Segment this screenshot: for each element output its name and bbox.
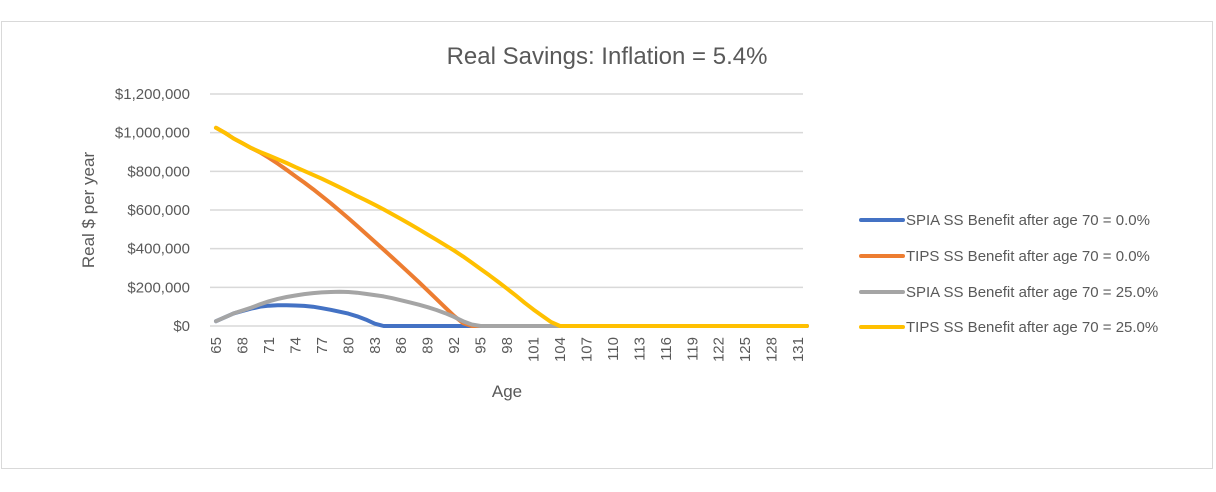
y-axis-ticks: $0 $200,000 $400,000 $600,000 $800,000 $1,000… — [115, 86, 190, 335]
legend-item: SPIA SS Benefit after age 70 = 25.0% — [859, 284, 1158, 301]
y-tick-label: $400,000 — [127, 241, 190, 258]
x-tick-label: 98 — [499, 337, 516, 354]
series-line-4 — [214, 125, 809, 328]
y-tick-label: $800,000 — [127, 163, 190, 180]
y-axis-label: Real $ per year — [79, 152, 98, 269]
y-tick-label: $1,200,000 — [115, 86, 190, 103]
x-tick-label: 101 — [526, 337, 543, 362]
x-axis-label: Age — [492, 382, 522, 401]
series-line-2 — [214, 125, 809, 328]
x-tick-label: 95 — [473, 337, 490, 354]
y-tick-label: $1,000,000 — [115, 125, 190, 142]
legend-label: SPIA SS Benefit after age 70 = 0.0% — [906, 212, 1150, 229]
x-tick-label: 77 — [314, 337, 331, 354]
y-tick-label: $600,000 — [127, 202, 190, 219]
chart-title: Real Savings: Inflation = 5.4% — [447, 43, 768, 70]
legend-label: TIPS SS Benefit after age 70 = 25.0% — [906, 319, 1158, 336]
x-tick-label: 71 — [261, 337, 278, 354]
x-axis-ticks: 65 68 71 74 77 80 83 86 89 92 95 98 101 104 107 110 113 1… — [208, 337, 807, 362]
legend-item: TIPS SS Benefit after age 70 = 0.0% — [859, 248, 1150, 265]
y-tick-label: $200,000 — [127, 279, 190, 296]
x-tick-label: 83 — [367, 337, 384, 354]
x-tick-label: 107 — [578, 337, 595, 362]
series-line-3 — [214, 289, 809, 328]
series-line-1 — [214, 303, 809, 328]
x-tick-label: 116 — [658, 337, 675, 361]
legend-item: SPIA SS Benefit after age 70 = 0.0% — [859, 212, 1150, 229]
x-tick-label: 104 — [552, 337, 569, 362]
y-tick-label: $0 — [173, 318, 190, 335]
x-tick-label: 74 — [287, 337, 304, 354]
x-tick-label: 119 — [684, 337, 701, 361]
x-tick-label: 80 — [340, 337, 357, 354]
x-tick-label: 131 — [790, 337, 807, 362]
x-tick-label: 86 — [393, 337, 410, 354]
data-series — [214, 125, 809, 328]
x-tick-label: 110 — [605, 337, 622, 361]
x-tick-label: 89 — [420, 337, 437, 354]
legend: SPIA SS Benefit after age 70 = 0.0% TIPS … — [859, 212, 1158, 336]
x-tick-label: 113 — [631, 337, 648, 361]
x-tick-label: 65 — [208, 337, 225, 354]
chart-frame — [1, 21, 1213, 469]
legend-item: TIPS SS Benefit after age 70 = 25.0% — [859, 319, 1158, 336]
x-tick-label: 92 — [446, 337, 463, 354]
x-tick-label: 122 — [711, 337, 728, 362]
x-tick-label: 68 — [234, 337, 251, 354]
gridlines — [210, 93, 803, 327]
legend-label: SPIA SS Benefit after age 70 = 25.0% — [906, 284, 1158, 301]
x-tick-label: 128 — [764, 337, 781, 362]
legend-label: TIPS SS Benefit after age 70 = 0.0% — [906, 248, 1150, 265]
x-tick-label: 125 — [737, 337, 754, 362]
